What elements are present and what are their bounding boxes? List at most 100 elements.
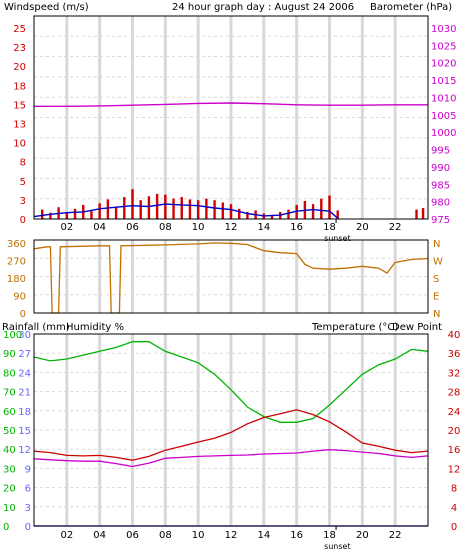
- wind-gust-bar: [311, 204, 315, 219]
- axis-tick-label: 1010: [431, 93, 456, 104]
- humidity-tick-label: 100: [3, 330, 22, 341]
- wind-gust-bar: [238, 208, 241, 219]
- sunset-label: sunset: [324, 234, 351, 243]
- axis-tick-label: 8: [20, 158, 26, 169]
- humidity-tick-label: 80: [3, 368, 16, 379]
- axis-tick-label: 1030: [431, 24, 456, 35]
- axis-tick-label: 90: [13, 292, 26, 303]
- x-tick-label: 20: [356, 530, 369, 541]
- wind-gust-bar: [421, 208, 425, 219]
- temperature-tick-label: 16: [448, 445, 461, 456]
- wind-gust-bar: [213, 200, 216, 219]
- humidity-tick-label: 70: [3, 388, 16, 399]
- rainfall-tick-label: 24: [18, 368, 31, 379]
- rainfall-tick-label: 15: [18, 426, 31, 437]
- wind-gust-bar: [73, 208, 77, 219]
- temperature-tick-label: 8: [451, 484, 457, 495]
- wind-gust-bar: [139, 200, 142, 219]
- x-tick-label: 22: [389, 222, 402, 233]
- wind-barometer-panel: 0358101315182023259759809859909951000100…: [13, 15, 456, 243]
- barometer-axis-label: Barometer (hPa): [370, 2, 452, 13]
- temperature-tick-label: 20: [448, 426, 461, 437]
- wind-gust-bar: [320, 198, 323, 219]
- temperature-tick-label: 28: [448, 388, 461, 399]
- rainfall-tick-label: 6: [25, 484, 31, 495]
- humidity-tick-label: 0: [3, 522, 9, 533]
- wind-gust-bar: [180, 197, 183, 219]
- x-tick-label: 02: [60, 530, 73, 541]
- axis-tick-label: S: [433, 274, 439, 285]
- axis-tick-label: 5: [20, 177, 26, 188]
- humidity-line: [33, 341, 429, 423]
- x-tick-label: 18: [323, 530, 336, 541]
- rainfall-tick-label: 9: [25, 464, 31, 475]
- axis-tick-label: N: [433, 309, 440, 320]
- wind-gust-bar: [270, 215, 274, 219]
- axis-tick-label: 990: [431, 163, 450, 174]
- rainfall-tick-label: 0: [25, 522, 31, 533]
- wind-average-line: [33, 203, 339, 219]
- axis-tick-label: 995: [431, 146, 450, 157]
- x-tick-label: 08: [159, 530, 172, 541]
- humidity-tick-label: 30: [3, 464, 16, 475]
- temperature-tick-label: 36: [448, 349, 461, 360]
- wind-gust-bar: [41, 209, 44, 219]
- axis-tick-label: 10: [13, 139, 26, 150]
- x-tick-label: 02: [60, 222, 73, 233]
- wind-gust-bar: [188, 199, 192, 219]
- dewpoint-axis-label: Dew Point: [392, 322, 442, 333]
- axis-tick-label: 180: [7, 274, 26, 285]
- x-tick-label: 06: [126, 530, 139, 541]
- temperature-tick-label: 4: [451, 503, 457, 514]
- rainfall-tick-label: 12: [18, 445, 31, 456]
- wind-gust-bar: [328, 195, 331, 219]
- wind-gust-bar: [229, 204, 233, 219]
- x-tick-label: 14: [257, 222, 270, 233]
- rainfall-tick-label: 18: [18, 407, 31, 418]
- axis-tick-label: 980: [431, 198, 450, 209]
- axis-tick-label: 3: [20, 196, 26, 207]
- wind-gust-bar: [205, 198, 208, 219]
- x-tick-label: 06: [126, 222, 139, 233]
- wind-gust-bar: [172, 198, 175, 219]
- temperature-plot-frame: [33, 333, 429, 527]
- axis-tick-label: 1005: [431, 111, 456, 122]
- axis-tick-label: N: [433, 239, 440, 250]
- direction-plot-frame: [33, 239, 429, 314]
- humidity-tick-label: 20: [3, 484, 16, 495]
- chart-title: 24 hour graph day : August 24 2006: [172, 2, 354, 13]
- humidity-tick-label: 50: [3, 426, 16, 437]
- wind-gust-bar: [196, 200, 200, 219]
- x-tick-label: 14: [257, 530, 270, 541]
- x-tick-label: 18: [323, 222, 336, 233]
- temperature-line: [33, 409, 429, 461]
- axis-tick-label: 1015: [431, 76, 456, 87]
- temperature-humidity-panel: 0369121518212427300102030405060708090100…: [3, 330, 460, 551]
- axis-tick-label: 975: [431, 215, 450, 226]
- dewpoint-line: [33, 449, 429, 468]
- x-tick-label: 16: [290, 530, 303, 541]
- wind-gust-bar: [415, 209, 418, 219]
- temperature-tick-label: 0: [451, 522, 457, 533]
- axis-tick-label: 1025: [431, 41, 456, 52]
- wind-gust-bar: [106, 199, 110, 219]
- x-tick-label: 10: [192, 530, 205, 541]
- x-tick-label: 04: [93, 530, 106, 541]
- axis-tick-label: 0: [20, 215, 26, 226]
- wind-gust-bar: [123, 197, 126, 219]
- axis-tick-label: 270: [7, 257, 26, 268]
- axis-tick-label: 985: [431, 180, 450, 191]
- x-tick-label: 20: [356, 222, 369, 233]
- axis-tick-label: W: [433, 257, 443, 268]
- temperature-tick-label: 24: [448, 407, 461, 418]
- humidity-axis-label: Humidity %: [66, 322, 124, 333]
- x-tick-label: 10: [192, 222, 205, 233]
- humidity-tick-label: 40: [3, 445, 16, 456]
- humidity-tick-label: 10: [3, 503, 16, 514]
- x-tick-label: 12: [225, 530, 238, 541]
- temperature-axis-label: Temperature (°C): [311, 322, 398, 333]
- barometer-line: [34, 102, 428, 108]
- axis-tick-label: 1000: [431, 128, 456, 139]
- axis-tick-label: 20: [13, 62, 26, 73]
